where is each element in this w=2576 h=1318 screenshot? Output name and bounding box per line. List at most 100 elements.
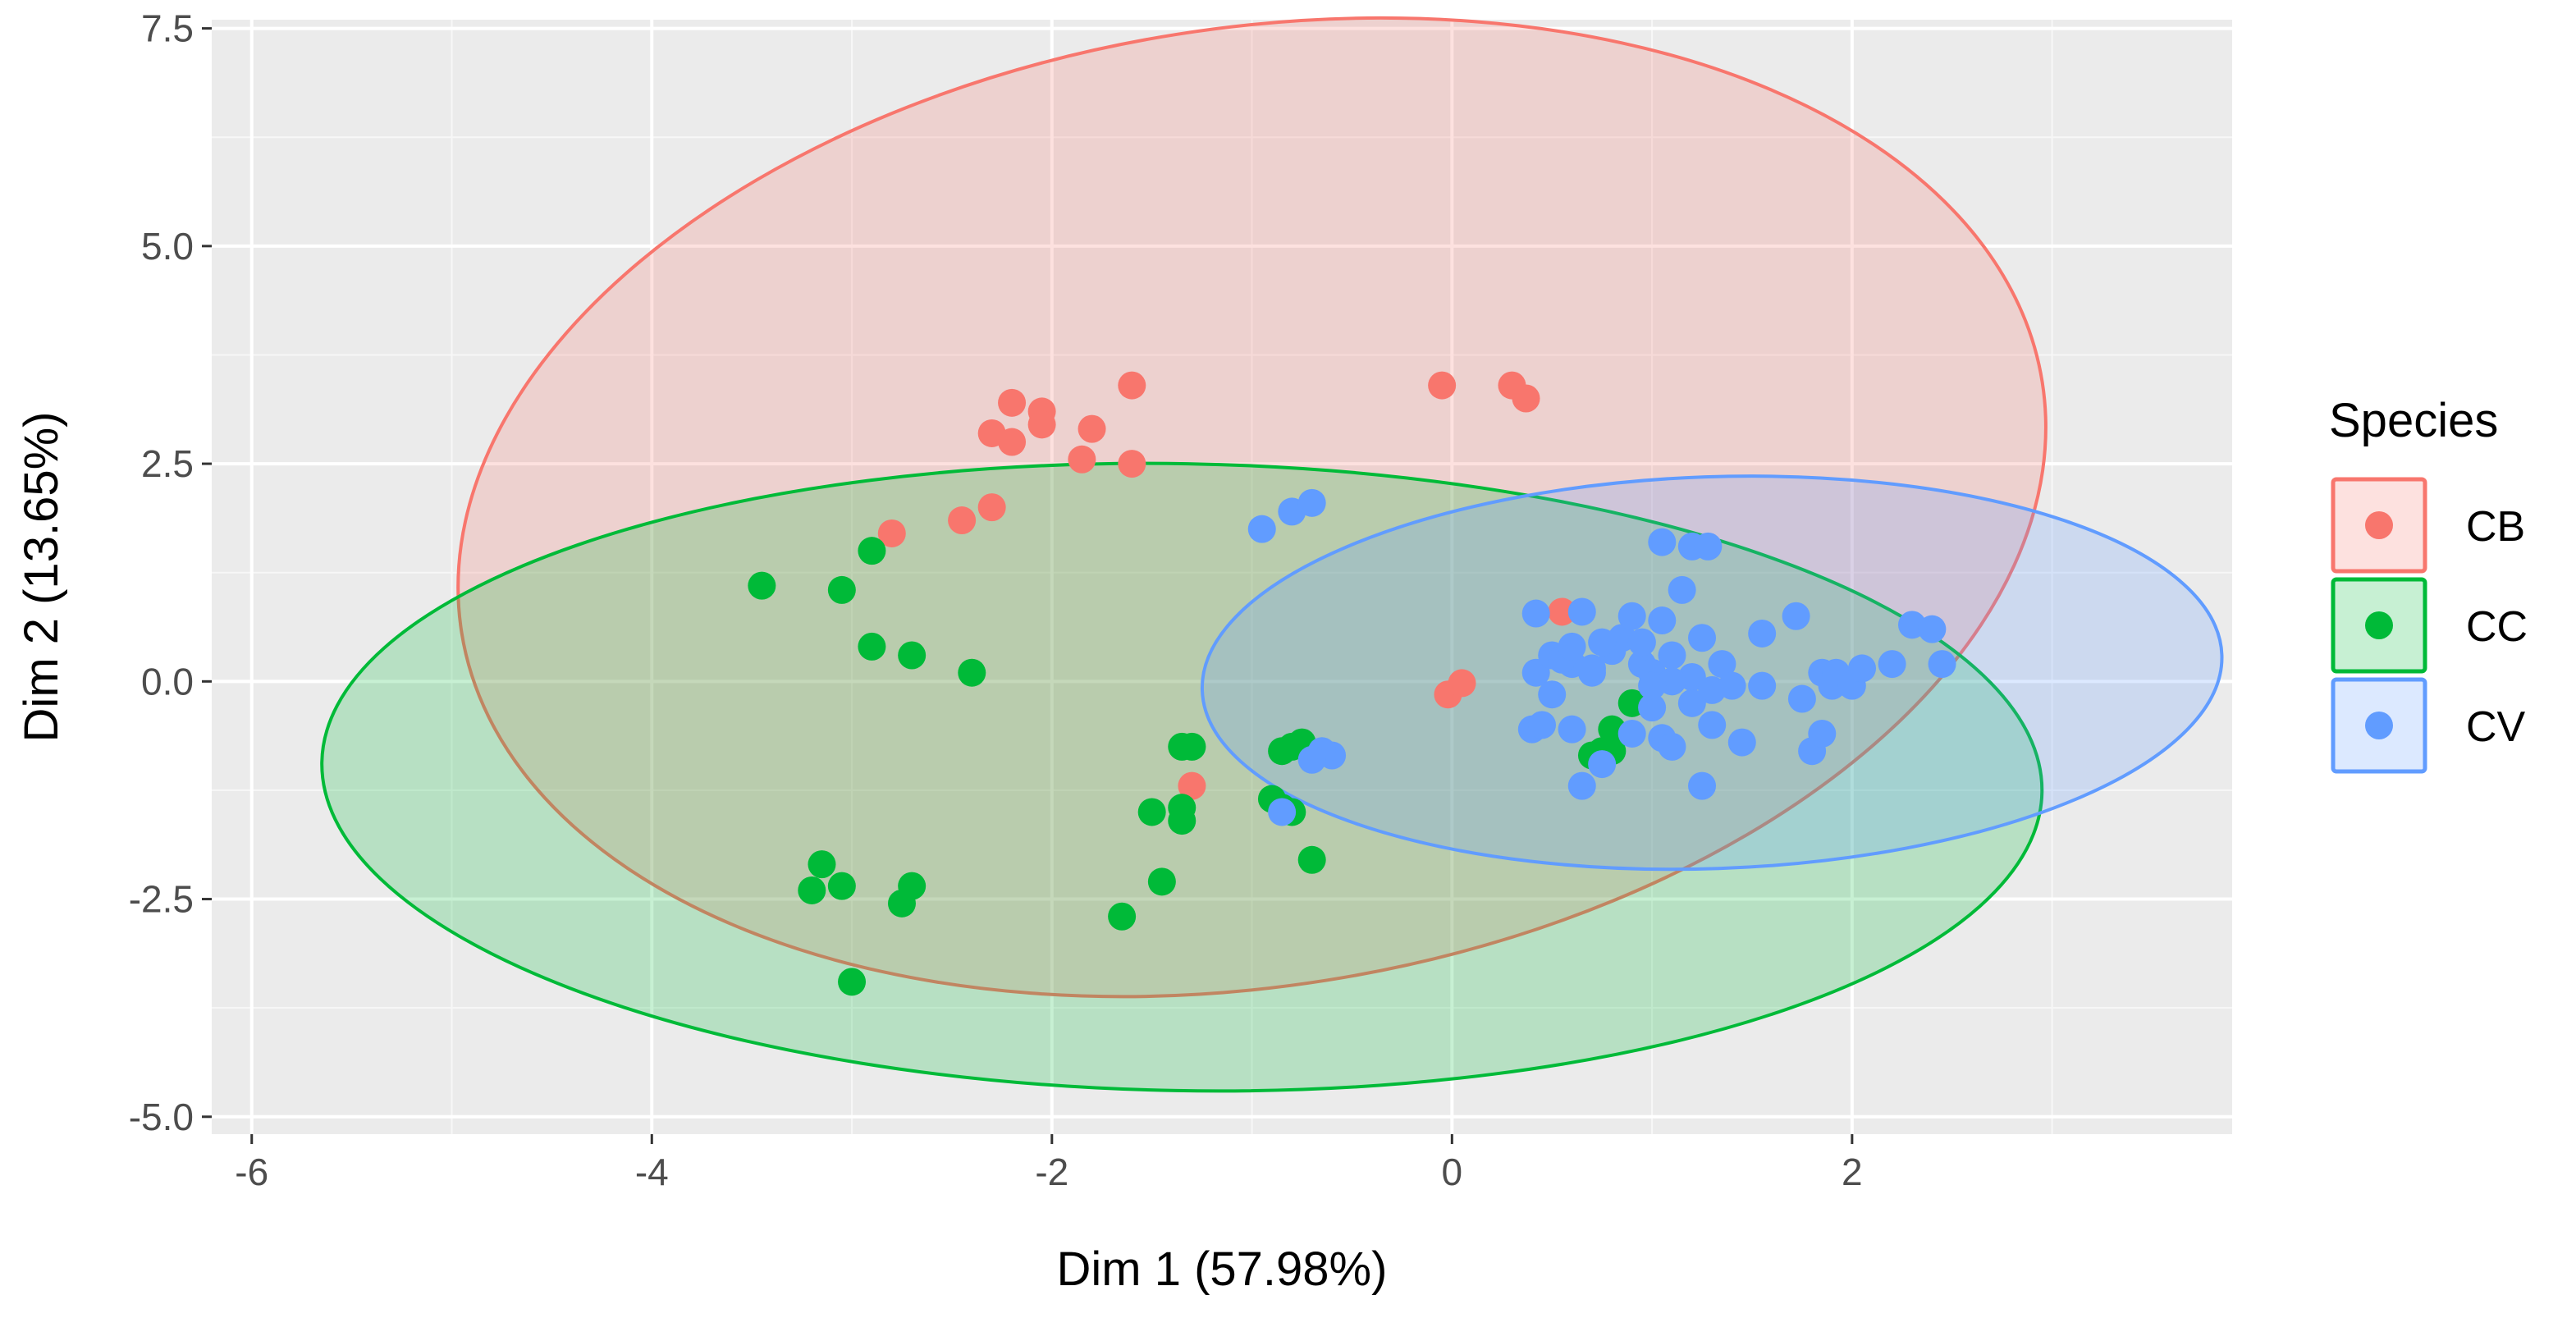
y-axis: -5.0 -2.5 0.0 2.5 5.0 7.5 — [129, 7, 212, 1138]
point-cc — [748, 571, 776, 600]
point-cb — [1118, 371, 1146, 400]
point-cb — [998, 428, 1027, 456]
point-cv — [1268, 798, 1297, 826]
point-cb — [998, 388, 1027, 417]
legend-point-cb — [2365, 511, 2393, 539]
point-cv — [1558, 715, 1586, 744]
point-cv — [1658, 641, 1686, 670]
point-cv — [1694, 532, 1723, 561]
legend-point-cc — [2365, 611, 2393, 639]
point-cb — [1078, 414, 1106, 443]
point-cv — [1521, 599, 1550, 628]
y-tick-label: 7.5 — [141, 7, 194, 50]
y-tick-label: 2.5 — [141, 442, 194, 485]
point-cc — [858, 632, 886, 661]
point-cv — [1638, 671, 1667, 700]
point-cv — [1567, 597, 1596, 626]
point-cv — [1627, 628, 1656, 657]
legend-point-cv — [2365, 712, 2393, 739]
point-cv — [1528, 711, 1557, 739]
ellipse-cb — [456, 16, 2048, 999]
point-cv — [1638, 693, 1667, 722]
point-cc — [1108, 902, 1137, 931]
x-tick-label: 2 — [1842, 1151, 1863, 1193]
x-axis-title: Dim 1 (57.98%) — [1057, 1242, 1388, 1296]
point-cc — [858, 537, 886, 565]
point-cc — [958, 658, 986, 687]
legend: Species CB CC CV — [2329, 394, 2528, 774]
legend-label-cv: CV — [2466, 703, 2526, 751]
point-cc — [827, 872, 856, 900]
point-cv — [1748, 671, 1777, 700]
point-cb — [1068, 445, 1096, 474]
point-cv — [1617, 602, 1646, 630]
point-cv — [1918, 615, 1947, 643]
point-cc — [827, 575, 856, 604]
point-cv — [1297, 745, 1326, 774]
x-tick-label: 0 — [1442, 1151, 1463, 1193]
point-cv — [1808, 719, 1837, 748]
point-cb — [1027, 410, 1056, 439]
point-cv — [1878, 650, 1906, 679]
x-axis: -6 -4 -2 0 2 — [235, 1134, 1863, 1193]
point-cv — [1588, 750, 1617, 779]
point-cb — [1178, 771, 1206, 800]
point-cv — [1648, 528, 1677, 556]
data-points — [748, 371, 1956, 996]
point-cc — [808, 850, 836, 879]
panel-background — [212, 20, 2232, 1134]
point-cc — [798, 876, 826, 904]
point-cv — [1297, 488, 1326, 517]
point-cv — [1648, 606, 1677, 635]
legend-label-cc: CC — [2466, 603, 2528, 651]
point-cc — [887, 889, 916, 918]
y-tick-label: -5.0 — [129, 1096, 194, 1138]
x-tick-label: -4 — [635, 1151, 669, 1193]
point-cb — [948, 506, 977, 535]
point-cv — [1782, 602, 1810, 630]
point-cv — [1688, 771, 1717, 800]
point-cv — [1698, 711, 1727, 739]
point-cb — [877, 519, 906, 547]
point-cc — [1168, 807, 1196, 835]
point-cv — [1727, 728, 1756, 757]
y-axis-title: Dim 2 (13.65%) — [15, 412, 68, 743]
point-cv — [1708, 650, 1736, 679]
point-cv — [1688, 624, 1717, 652]
point-cv — [1668, 575, 1696, 604]
point-cc — [898, 641, 927, 670]
x-tick-label: -6 — [235, 1151, 268, 1193]
point-cv — [1658, 732, 1686, 761]
point-cv — [1718, 671, 1746, 700]
point-cb — [977, 493, 1006, 522]
point-cb — [1512, 384, 1540, 413]
point-cc — [838, 968, 867, 996]
point-cv — [1928, 650, 1956, 679]
y-tick-label: 0.0 — [141, 660, 194, 702]
point-cv — [1538, 680, 1567, 709]
point-cb — [1448, 669, 1476, 698]
x-tick-label: -2 — [1035, 1151, 1068, 1193]
point-cv — [1787, 684, 1816, 713]
point-cv — [1247, 515, 1276, 543]
legend-label-cb: CB — [2466, 503, 2525, 551]
legend-entries: CB CC CV — [2331, 477, 2528, 774]
point-cv — [1848, 654, 1877, 683]
point-cv — [1558, 632, 1586, 661]
point-cv — [1617, 719, 1646, 748]
y-tick-label: 5.0 — [141, 225, 194, 268]
point-cv — [1567, 771, 1596, 800]
point-cc — [1297, 845, 1326, 874]
point-cv — [1748, 619, 1777, 648]
point-cc — [1168, 732, 1196, 761]
y-tick-label: -2.5 — [129, 878, 194, 921]
point-cc — [1137, 798, 1166, 826]
legend-title: Species — [2329, 394, 2498, 447]
point-cc — [1147, 867, 1176, 896]
point-cv — [1677, 689, 1706, 717]
point-cb — [1118, 450, 1146, 478]
point-cv — [1577, 654, 1606, 683]
point-cv — [1588, 628, 1617, 657]
point-cb — [1428, 371, 1457, 400]
